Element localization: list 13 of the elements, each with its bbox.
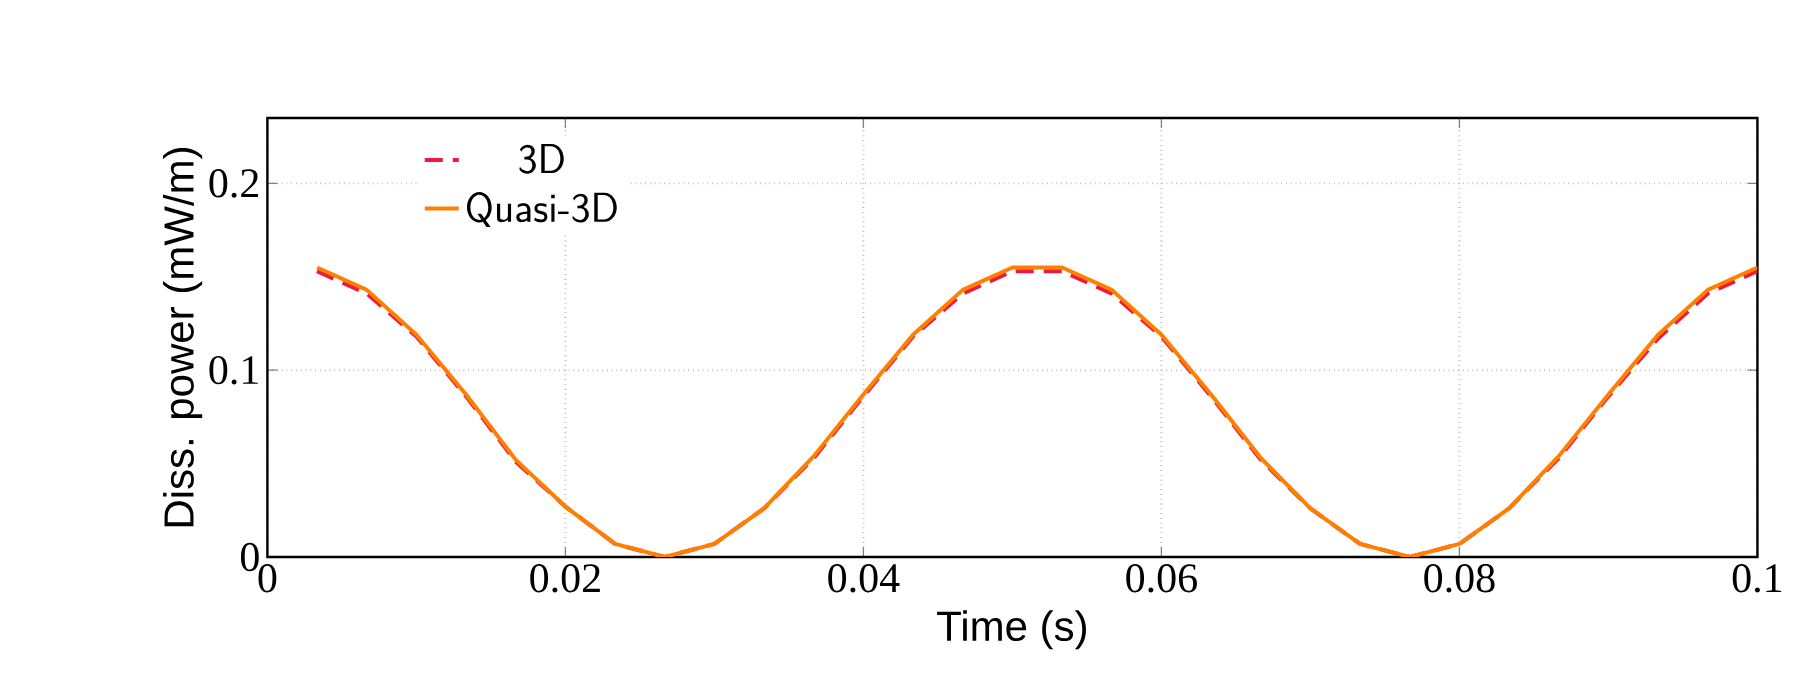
y-axis-title: Diss. power (mW/m) [163, 148, 203, 527]
x-tick-label: 0.04 [828, 564, 900, 593]
y-tick-label: 0.2 [209, 169, 259, 198]
x-tick-label: 0.08 [1424, 564, 1495, 593]
x-axis-title: Time (s) [937, 610, 1086, 650]
legend-label: 3D [519, 143, 564, 174]
legend-label: Quasi-3D [466, 192, 617, 228]
x-tick-label: 0.1 [1732, 564, 1782, 593]
y-tick-label: 0 [240, 542, 259, 572]
x-tick-label: 0 [258, 564, 277, 593]
x-tick-label: 0.06 [1126, 564, 1197, 593]
x-tick-label: 0.02 [530, 564, 600, 593]
y-tick-label: 0.1 [209, 355, 258, 385]
